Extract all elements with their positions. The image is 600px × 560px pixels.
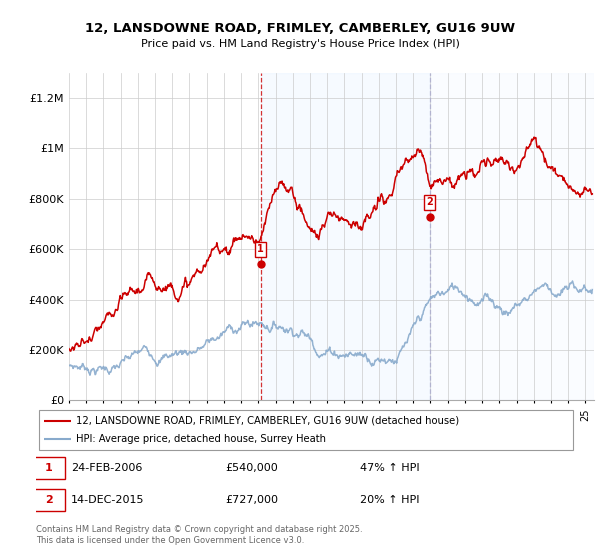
Text: 12, LANSDOWNE ROAD, FRIMLEY, CAMBERLEY, GU16 9UW (detached house): 12, LANSDOWNE ROAD, FRIMLEY, CAMBERLEY, … xyxy=(77,416,460,426)
Text: £727,000: £727,000 xyxy=(225,495,278,505)
FancyBboxPatch shape xyxy=(34,489,65,511)
Text: HPI: Average price, detached house, Surrey Heath: HPI: Average price, detached house, Surr… xyxy=(77,434,326,444)
Text: £540,000: £540,000 xyxy=(225,463,278,473)
Text: 14-DEC-2015: 14-DEC-2015 xyxy=(71,495,145,505)
Text: Price paid vs. HM Land Registry's House Price Index (HPI): Price paid vs. HM Land Registry's House … xyxy=(140,39,460,49)
Text: 12, LANSDOWNE ROAD, FRIMLEY, CAMBERLEY, GU16 9UW: 12, LANSDOWNE ROAD, FRIMLEY, CAMBERLEY, … xyxy=(85,22,515,35)
Bar xyxy=(430,73,594,400)
Text: 47% ↑ HPI: 47% ↑ HPI xyxy=(360,463,419,473)
Text: 2: 2 xyxy=(426,197,433,207)
Text: Contains HM Land Registry data © Crown copyright and database right 2025.
This d: Contains HM Land Registry data © Crown c… xyxy=(36,525,362,545)
Text: 1: 1 xyxy=(45,463,53,473)
Text: 20% ↑ HPI: 20% ↑ HPI xyxy=(360,495,419,505)
FancyBboxPatch shape xyxy=(34,457,65,479)
Text: 2: 2 xyxy=(45,495,53,505)
Bar xyxy=(260,73,430,400)
Text: 24-FEB-2006: 24-FEB-2006 xyxy=(71,463,142,473)
Text: 1: 1 xyxy=(257,244,264,254)
FancyBboxPatch shape xyxy=(39,410,574,450)
